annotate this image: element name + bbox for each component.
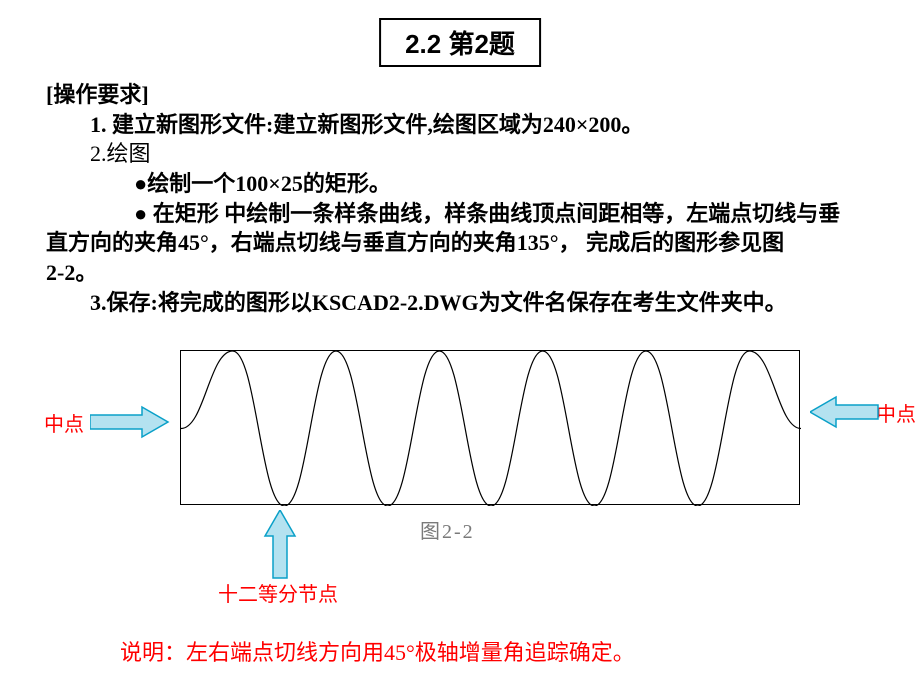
spline-wave <box>181 351 801 506</box>
content-block: [操作要求] 1. 建立新图形文件:建立新图形文件,绘图区域为240×200。 … <box>46 80 874 318</box>
step-2-bullet-2c: 2-2。 <box>46 258 874 288</box>
twelve-division-label: 十二等分节点 <box>218 578 338 607</box>
right-midpoint-label: 中点 <box>876 398 916 427</box>
step-2: 2.绘图 <box>46 139 874 169</box>
operation-heading: [操作要求] <box>46 80 874 110</box>
step-2-bullet-1: ●绘制一个100×25的矩形。 <box>46 169 874 199</box>
left-midpoint-label: 中点 <box>44 408 84 437</box>
note-text: 说明：左右端点切线方向用45°极轴增量角追踪确定。 <box>120 635 635 667</box>
diagram-area: 图2-2 中点 中点 十二等分节点 <box>0 350 920 610</box>
rectangle-frame <box>180 350 800 505</box>
page-title: 2.2 第2题 <box>379 18 541 67</box>
figure-label: 图2-2 <box>420 515 475 544</box>
step-1: 1. 建立新图形文件:建立新图形文件,绘图区域为240×200。 <box>46 110 874 140</box>
arrow-up-icon <box>263 510 297 580</box>
step-2-bullet-2a: ● 在矩形 中绘制一条样条曲线，样条曲线顶点间距相等，左端点切线与垂 <box>46 199 874 229</box>
step-2-bullet-2b: 直方向的夹角45°，右端点切线与垂直方向的夹角135°， 完成后的图形参见图 <box>46 228 874 258</box>
arrow-right-icon <box>90 405 170 439</box>
step-3: 3.保存:将完成的图形以KSCAD2-2.DWG为文件名保存在考生文件夹中。 <box>46 288 874 318</box>
arrow-left-icon <box>810 395 880 429</box>
